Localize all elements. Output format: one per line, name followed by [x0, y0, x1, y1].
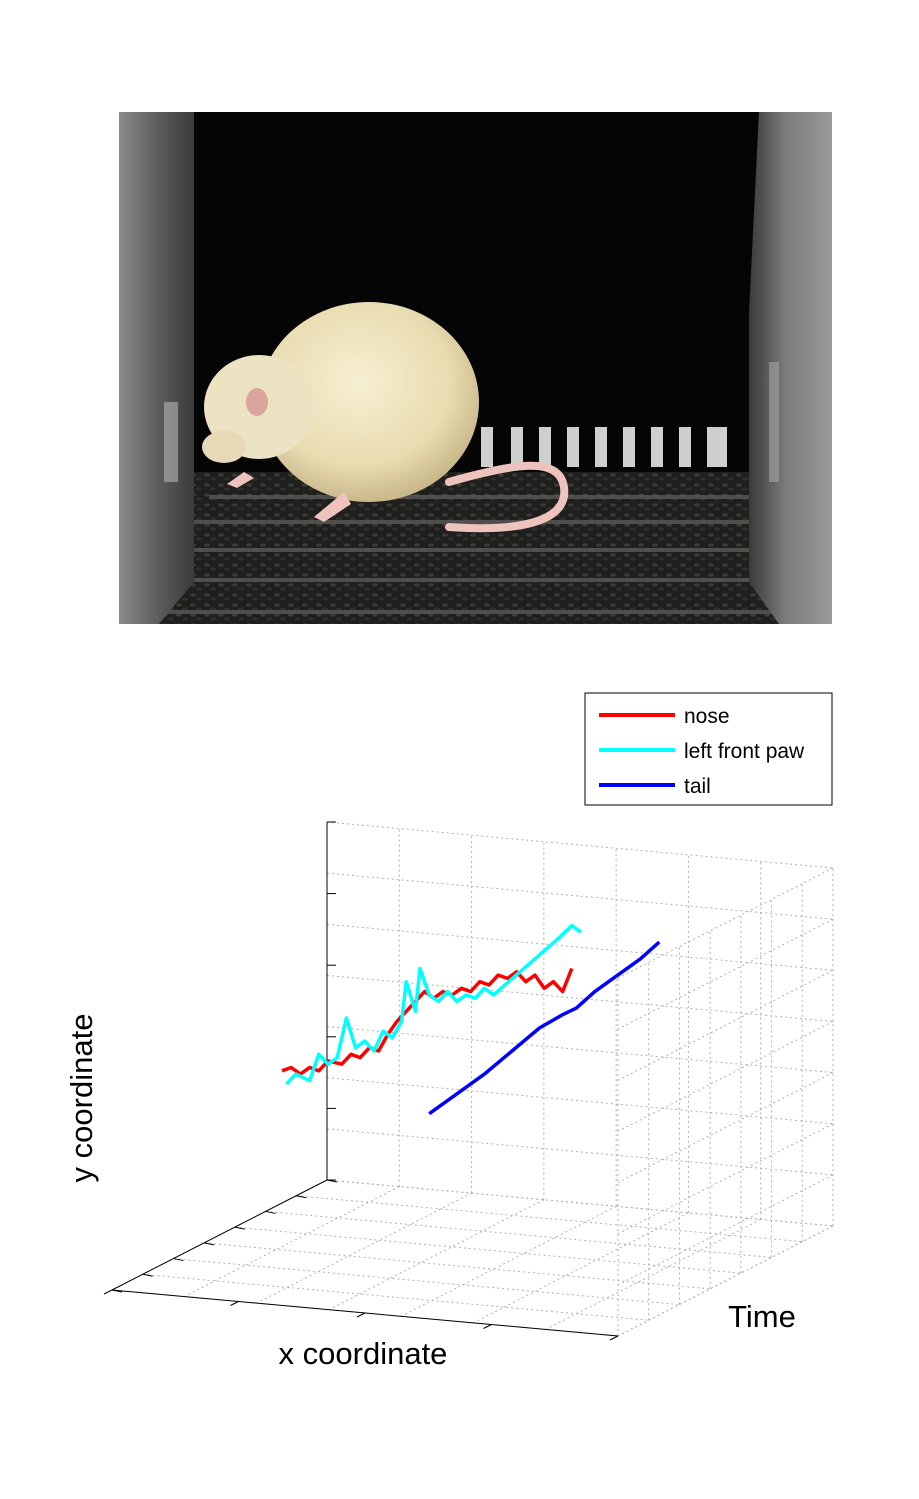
grid-line — [545, 1218, 761, 1330]
x-axis-tick — [326, 1179, 338, 1183]
time-axis-label: Time — [728, 1299, 796, 1334]
grid-line — [326, 872, 834, 920]
rat-hind-foot — [314, 492, 351, 522]
legend-label-nose: nose — [684, 705, 730, 728]
time-axis-tick — [356, 1312, 366, 1318]
series-line-tail — [428, 940, 661, 1116]
grid-line — [173, 1258, 680, 1306]
floor-bars — [149, 495, 829, 614]
grid-line — [617, 867, 834, 979]
grid-line — [326, 1128, 834, 1176]
legend-label-tail: tail — [684, 775, 711, 798]
grid-line — [400, 1205, 617, 1317]
rat-snout — [202, 431, 246, 463]
time-axis-tick — [230, 1301, 239, 1306]
rat-ear — [246, 388, 268, 416]
grid-line — [617, 1072, 834, 1184]
grid-line — [617, 1225, 834, 1337]
grid-line — [326, 821, 834, 869]
grid-line — [296, 1195, 803, 1243]
grid-line — [256, 1192, 472, 1304]
series-line-left-front-paw — [285, 923, 583, 1086]
x-axis-tick — [234, 1226, 245, 1230]
grid-line — [617, 918, 834, 1030]
back-grille — [481, 427, 727, 467]
plot-series — [281, 923, 661, 1116]
grid-line — [617, 1020, 834, 1132]
cage-wall-left — [119, 112, 194, 624]
rat — [202, 302, 569, 533]
grid-line — [328, 1199, 545, 1311]
x-axis-line — [111, 1179, 328, 1291]
grid-line — [617, 1174, 834, 1286]
grid-line — [326, 1077, 834, 1125]
cage-wall-right — [749, 112, 832, 624]
grid-line — [234, 1226, 741, 1274]
time-axis-tick — [103, 1289, 113, 1295]
grid-line — [617, 969, 834, 1081]
rat-photo — [119, 112, 832, 624]
time-axis-tick — [483, 1324, 492, 1329]
rat-body — [259, 302, 479, 502]
grid-line — [473, 1212, 689, 1324]
grid-line — [204, 1242, 711, 1290]
y-axis-label: y coordinate — [64, 1014, 99, 1183]
x-axis-tick — [296, 1195, 307, 1199]
x-axis-tick — [265, 1210, 276, 1214]
rat-tail — [445, 461, 569, 533]
time-axis-tick — [609, 1335, 619, 1341]
x-axis-label: x coordinate — [279, 1336, 448, 1371]
plot-grid — [111, 821, 834, 1337]
legend: nose left front paw tail — [584, 692, 833, 806]
grid-line — [142, 1273, 649, 1321]
x-axis-tick — [173, 1258, 184, 1262]
grid-line — [184, 1186, 400, 1298]
grid-line — [617, 1123, 834, 1235]
x-axis-tick — [111, 1289, 123, 1293]
grid-line — [326, 1179, 834, 1227]
x-axis-tick — [142, 1273, 153, 1277]
plot-axes — [103, 821, 619, 1341]
grid-line — [326, 1026, 834, 1074]
legend-label-left-front-paw: left front paw — [684, 740, 805, 763]
rat-front-paw — [227, 472, 254, 488]
x-axis-tick — [204, 1242, 215, 1246]
grid-line — [265, 1210, 772, 1258]
